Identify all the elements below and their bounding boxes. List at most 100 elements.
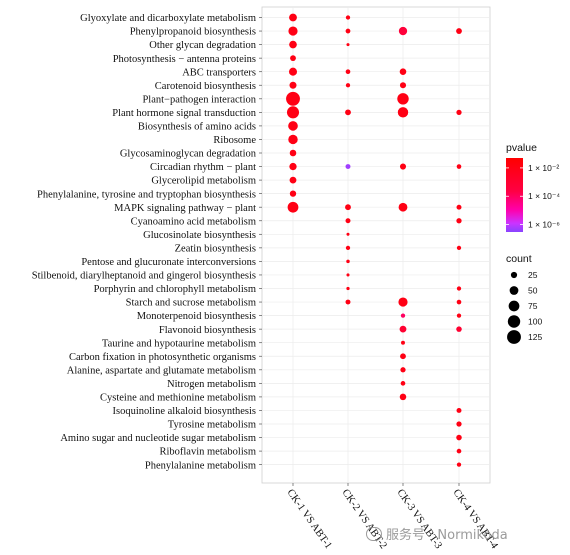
data-point [345,15,351,20]
color-legend-ticks: 1 × 10⁻² 1 × 10⁻⁴ 1 × 10⁻⁶ [506,163,560,230]
y-tick-label: Flavonoid biosynthesis [159,325,256,336]
data-point [399,82,407,89]
data-point [397,107,409,118]
data-point [346,273,350,277]
data-point [345,245,351,251]
size-legend-dot [507,315,521,328]
data-point [289,81,297,89]
y-tick-label: Other glycan degradation [149,40,256,51]
size-legend-label: 125 [528,332,542,342]
data-point [400,313,406,318]
data-point [288,121,298,131]
size-legend-dot [507,330,521,344]
y-tick-label: Glyoxylate and dicarboxylate metabolism [80,13,256,24]
y-tick-label: Pentose and glucuronate interconversions [81,257,256,268]
y-tick-label: Starch and sucrose metabolism [126,298,256,309]
y-tick-label: Cysteine and methionine metabolism [100,393,256,404]
y-tick-label: Isoquinoline alkaloid biosynthesis [113,406,257,417]
y-tick-label: Phenylalanine, tyrosine and tryptophan b… [37,189,256,200]
size-legend-dot [510,271,518,279]
size-legend-label: 100 [528,317,542,327]
y-tick-label: Circadian rhythm − plant [150,162,256,173]
data-point [289,162,297,171]
data-point [346,286,350,291]
data-point [398,297,408,307]
data-point [456,462,462,467]
y-tick-label: Glucosinolate biosynthesis [143,230,256,241]
y-tick-label: Stilbenoid, diarylheptanoid and gingerol… [32,271,256,282]
size-legend-entries: 25 50 75 100 125 [507,270,542,344]
data-point [289,40,297,49]
color-legend-title: pvalue [506,142,537,154]
data-point [289,13,297,22]
data-point [456,326,462,332]
data-point [287,201,299,213]
y-tick-label: Plant hormone signal transduction [112,108,257,119]
y-axis-labels: Glyoxylate and dicarboxylate metabolism P… [32,13,262,471]
data-point [456,407,462,413]
y-tick-label: Taurine and hypotaurine metabolism [102,338,256,349]
data-points [286,13,462,467]
y-tick-label: Porphyrin and chlorophyll metabolism [94,284,256,295]
data-point [290,55,296,62]
data-point [456,245,462,251]
y-tick-label: Biosynthesis of amino acids [138,122,256,133]
data-point [289,190,297,197]
y-tick-label: Carbon fixation in photosynthetic organi… [69,352,256,363]
color-legend-label: 1 × 10⁻⁶ [528,220,560,230]
data-point [398,202,408,212]
size-legend-label: 25 [528,270,538,280]
data-point [456,299,462,305]
size-legend-dot [509,286,519,295]
size-legend-title: count [506,253,532,265]
data-point [456,164,462,169]
y-tick-label: MAPK signaling pathway − plant [114,203,256,214]
y-tick-label: Phenylpropanoid biosynthesis [130,27,256,38]
y-tick-label: Zeatin biosynthesis [175,243,256,254]
data-point [398,26,408,36]
data-point [288,134,298,145]
y-tick-label: Riboflavin metabolism [159,447,256,458]
y-tick-label: Plant−pathogen interaction [142,94,256,105]
data-point [345,28,351,34]
size-legend: count 25 50 75 100 125 [506,253,542,344]
y-tick-label: Glycerolipid metabolism [151,176,256,187]
size-legend-label: 50 [528,286,538,296]
y-tick-label: Monoterpenoid biosynthesis [137,311,256,322]
data-point [345,83,351,88]
color-legend: pvalue 1 × 10⁻² 1 × 10⁻⁴ 1 × 10⁻⁶ [506,142,560,232]
y-tick-label: Carotenoid biosynthesis [155,81,256,92]
data-point [456,204,462,210]
data-point [400,381,406,386]
data-point [345,69,351,75]
data-point [399,163,407,170]
data-point [399,325,407,333]
data-point [456,434,462,441]
y-tick-label: Glycosaminoglycan degradation [120,149,257,160]
color-legend-label: 1 × 10⁻² [528,163,559,173]
watermark: 服务号 · Normikoda [366,524,508,543]
data-point [400,353,406,360]
data-point [456,109,462,115]
plot-panel [261,6,491,484]
data-point [456,448,462,454]
data-point [399,393,407,401]
data-point [397,93,409,105]
y-tick-label: Cyanoamino acid metabolism [131,216,256,227]
y-tick-label: Amino sugar and nucleotide sugar metabol… [60,433,256,444]
wechat-logo-icon [366,527,382,541]
data-point [288,26,298,36]
data-point [456,28,462,34]
y-tick-label: Alanine, aspartate and glutamate metabol… [67,365,256,376]
y-tick-label: Phenylalanine metabolism [145,460,256,471]
y-tick-label: Tyrosine metabolism [168,420,256,431]
size-legend-dot [508,300,520,312]
data-point [345,218,351,224]
grid-lines [262,7,490,483]
data-point [286,91,300,106]
data-point [286,106,300,119]
data-point [289,149,297,157]
watermark-text: 服务号 · Normikoda [386,528,508,543]
y-tick-label: ABC transporters [182,67,256,78]
data-point [456,313,462,318]
